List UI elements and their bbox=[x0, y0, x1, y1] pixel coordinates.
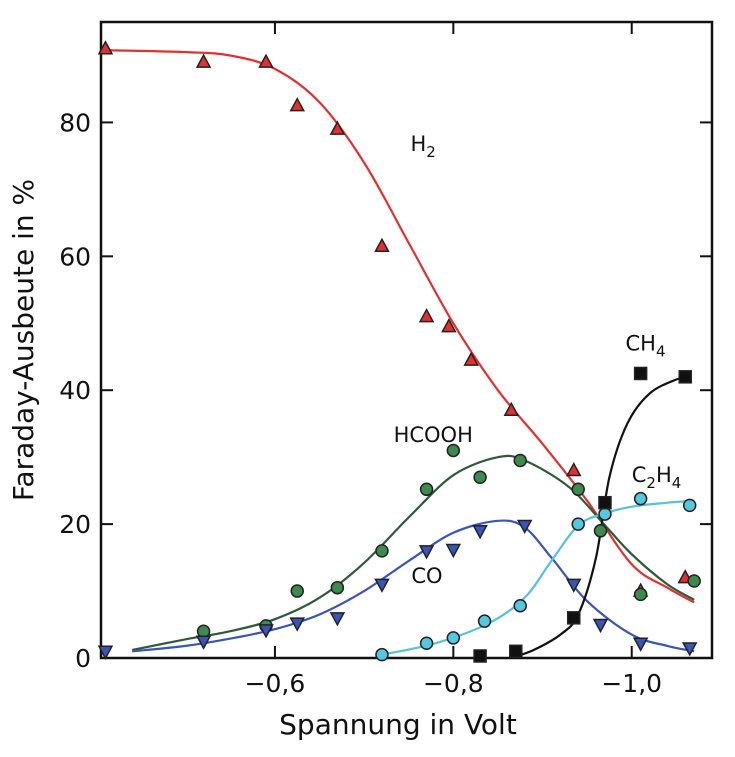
ch4-data-point bbox=[473, 649, 487, 663]
c2h4-data-point bbox=[419, 636, 434, 651]
c2h4-data-point bbox=[513, 599, 527, 613]
y-tick-label: 0 bbox=[75, 644, 91, 673]
c2h4-data-point bbox=[598, 507, 612, 521]
y-tick-label: 60 bbox=[59, 242, 91, 271]
hcooh-data-point bbox=[330, 580, 345, 595]
hcooh-data-point bbox=[633, 587, 648, 602]
ch4-label: CH4 bbox=[625, 332, 665, 361]
co-data-point bbox=[195, 635, 212, 650]
hcooh-data-point bbox=[593, 524, 608, 538]
ch4-data-point bbox=[566, 611, 581, 625]
plot-frame bbox=[99, 20, 714, 660]
co-data-point bbox=[632, 637, 649, 652]
hcooh-data-point bbox=[473, 470, 487, 484]
x-axis-label: Spannung in Volt bbox=[279, 708, 517, 741]
h2-data-point bbox=[329, 120, 346, 135]
y-tick-label: 20 bbox=[59, 510, 91, 539]
hcooh-data-point bbox=[687, 574, 701, 588]
y-axis-label: Faraday-Ausbeute in % bbox=[7, 179, 40, 501]
h2-data-point bbox=[463, 351, 479, 366]
y-tick-label: 80 bbox=[59, 108, 91, 137]
y-tick-label: 40 bbox=[59, 376, 91, 405]
x-tick-label: −0,8 bbox=[423, 669, 484, 698]
hcooh-data-point bbox=[513, 453, 527, 468]
c2h4-data-point bbox=[446, 631, 461, 645]
fit-curves bbox=[105, 49, 695, 660]
h2-data-point bbox=[441, 318, 457, 333]
hcooh-data-point bbox=[446, 443, 461, 458]
ch4-data-point bbox=[509, 644, 523, 659]
h2-data-point bbox=[503, 401, 520, 417]
c2h4-label: C2H4 bbox=[632, 463, 682, 492]
co-data-point bbox=[472, 525, 488, 540]
c2h4-data-point bbox=[633, 491, 648, 506]
co-data-point bbox=[289, 617, 305, 632]
hcooh-data-point bbox=[419, 482, 434, 497]
h2-data-point bbox=[374, 237, 390, 253]
co-data-point bbox=[374, 578, 390, 593]
axis-ticks: 0 20 40 60 80 −0,6 −0,8 −1,0 bbox=[59, 22, 712, 698]
co-data-point bbox=[329, 612, 346, 627]
c2h4-fit-curve bbox=[381, 499, 695, 656]
h2-data-point bbox=[195, 53, 212, 68]
hcooh-fit-curve bbox=[131, 454, 695, 652]
hcooh-data-point bbox=[290, 584, 304, 598]
h2-data-point bbox=[565, 461, 582, 477]
co-data-point bbox=[565, 578, 582, 593]
ch4-data-point bbox=[598, 495, 612, 510]
h2-data-point bbox=[97, 40, 114, 55]
co-data-point bbox=[97, 645, 114, 660]
co-fit-curve bbox=[132, 519, 695, 653]
hcooh-data-point bbox=[196, 624, 211, 638]
h2-label: H2 bbox=[411, 132, 436, 161]
co-data-point bbox=[681, 642, 698, 657]
ch4-data-point bbox=[633, 366, 648, 381]
series-labels: H2 HCOOH CO C2H4 CH4 bbox=[394, 132, 682, 588]
hcooh-data-point bbox=[375, 544, 389, 558]
h2-fit-curve bbox=[105, 49, 695, 604]
x-tick-label: −1,0 bbox=[601, 669, 662, 698]
co-data-point bbox=[592, 618, 609, 634]
c2h4-data-point bbox=[375, 647, 389, 662]
x-tick-label: −0,6 bbox=[245, 669, 306, 698]
co-data-point bbox=[258, 624, 274, 639]
c2h4-data-point bbox=[682, 498, 697, 513]
c2h4-data-point bbox=[477, 614, 492, 628]
co-data-point bbox=[516, 519, 533, 535]
h2-data-point bbox=[258, 53, 274, 68]
co-data-point bbox=[418, 545, 435, 560]
c2h4-data-point bbox=[571, 517, 585, 531]
h2-data-point bbox=[418, 307, 435, 323]
co-data-point bbox=[445, 543, 462, 559]
data-markers bbox=[97, 40, 701, 663]
h2-data-point bbox=[289, 97, 305, 112]
hcooh-label: HCOOH bbox=[394, 423, 473, 447]
co-label: CO bbox=[411, 564, 442, 588]
ch4-data-point bbox=[678, 370, 692, 384]
hcooh-data-point bbox=[571, 482, 585, 497]
